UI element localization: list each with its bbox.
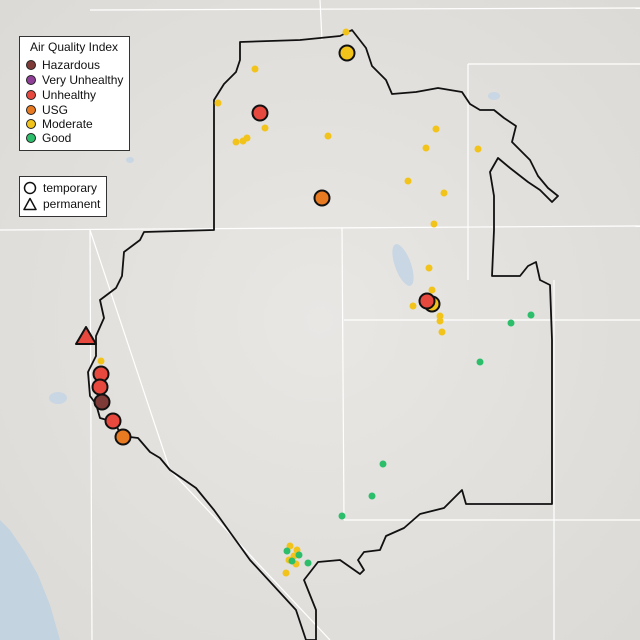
legend-item-usg: USG [26, 103, 68, 117]
monitor-good-dot [295, 551, 303, 559]
legend-item-unhealthy: Unhealthy [26, 88, 96, 102]
monitor-moderate-dot [251, 65, 259, 73]
lake-small-1 [488, 92, 500, 100]
legend-item-hazardous: Hazardous [26, 58, 100, 72]
monitor-usg-large [313, 189, 331, 207]
monitor-moderate-dot [436, 312, 444, 320]
monitor-moderate-dot [342, 28, 350, 36]
lakes [49, 92, 500, 404]
monitor-moderate-dot [474, 145, 482, 153]
legend-item-temporary: temporary [23, 181, 97, 195]
monitor-hazardous-large [93, 393, 111, 411]
monitor-moderate-dot [214, 99, 222, 107]
moderate-dots [97, 28, 482, 577]
great-salt-lake [392, 244, 414, 286]
monitor-moderate-large [338, 44, 356, 62]
monitor-good-dot [304, 559, 312, 567]
monitor-moderate-dot [261, 124, 269, 132]
monitor-unhealthy-triangle [75, 326, 97, 345]
monitor-usg-large [114, 428, 132, 446]
monitor-unhealthy-large [418, 292, 436, 310]
lake-small-2 [126, 157, 134, 163]
monitor-good-dot [507, 319, 515, 327]
legend-item-permanent: permanent [23, 197, 100, 211]
monitor-moderate-dot [324, 132, 332, 140]
monitor-moderate-dot [282, 569, 290, 577]
legend-label: temporary [43, 181, 98, 195]
legend-label: Very Unhealthy [42, 73, 124, 87]
unhealthy-swatch-icon [26, 90, 36, 100]
legend-label: Unhealthy [42, 88, 97, 102]
legend-label: Hazardous [42, 58, 101, 72]
region-boundary [87, 29, 559, 640]
monitor-moderate-dot [436, 317, 444, 325]
monitor-unhealthy-large [251, 104, 269, 122]
legend-title: Air Quality Index [30, 40, 119, 54]
legend-label: Moderate [42, 117, 93, 131]
aqi-legend: Air Quality Index Hazardous Very Unhealt… [19, 36, 130, 151]
monitor-moderate-dot [428, 286, 436, 294]
monitor-good-dot [338, 512, 346, 520]
monitor-large-circles [91, 44, 441, 446]
monitor-moderate-dot [409, 302, 417, 310]
monitor-dots [97, 28, 535, 577]
lake-tahoe [49, 392, 67, 404]
ocean-area [0, 520, 60, 640]
good-dots [283, 311, 535, 567]
legend-label: Good [42, 131, 72, 145]
monitor-good-dot [283, 547, 291, 555]
monitor-moderate-dot [430, 220, 438, 228]
monitor-good-dot [379, 460, 387, 468]
legend-label: permanent [43, 197, 101, 211]
usg-swatch-icon [26, 105, 36, 115]
legend-label: USG [42, 103, 69, 117]
monitor-moderate-dot [404, 177, 412, 185]
very-unhealthy-swatch-icon [26, 75, 36, 85]
monitor-type-legend: temporary permanent [19, 176, 107, 217]
monitor-moderate-dot [425, 264, 433, 272]
monitor-unhealthy-large [91, 378, 109, 396]
monitor-moderate-dot [232, 138, 240, 146]
monitor-moderate-dot [440, 189, 448, 197]
hazardous-swatch-icon [26, 60, 36, 70]
monitor-good-dot [288, 557, 296, 565]
legend-item-moderate: Moderate [26, 117, 93, 131]
monitor-good-dot [368, 492, 376, 500]
monitor-moderate-dot [239, 137, 247, 145]
monitor-unhealthy-large [104, 412, 122, 430]
moderate-swatch-icon [26, 119, 36, 129]
monitor-moderate-dot [422, 144, 430, 152]
legend-item-good: Good [26, 131, 71, 145]
monitor-moderate-dot [432, 125, 440, 133]
monitor-good-dot [476, 358, 484, 366]
good-swatch-icon [26, 133, 36, 143]
monitor-moderate-dot [97, 357, 105, 365]
monitor-good-dot [527, 311, 535, 319]
monitor-moderate-dot [438, 328, 446, 336]
legend-item-very-unhealthy: Very Unhealthy [26, 73, 123, 87]
